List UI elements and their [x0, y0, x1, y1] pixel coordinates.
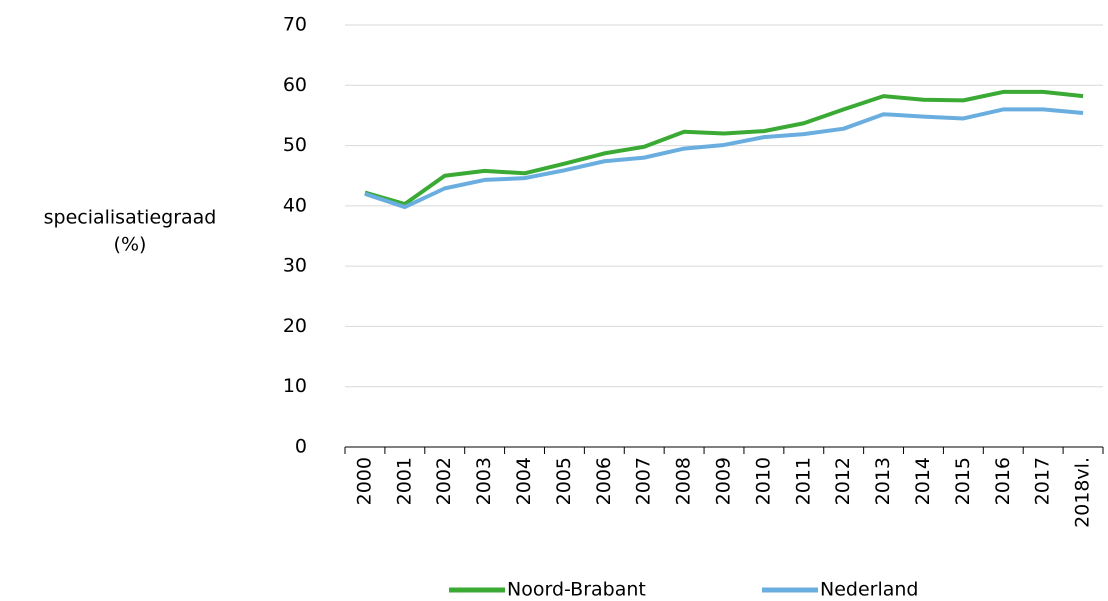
x-tick-label: 2007 — [633, 457, 655, 505]
x-tick-label: 2011 — [792, 457, 814, 505]
y-axis-label: specialisatiegraad — [44, 207, 217, 229]
y-tick-label: 0 — [295, 436, 307, 458]
y-tick-label: 10 — [283, 375, 307, 397]
x-tick-label: 2005 — [553, 457, 575, 505]
x-tick-label: 2008 — [673, 457, 695, 505]
x-tick-label: 2009 — [713, 457, 735, 505]
y-axis-label: (%) — [114, 234, 147, 256]
x-tick-label: 2010 — [752, 457, 774, 505]
y-tick-label: 20 — [283, 315, 307, 337]
x-tick-label: 2015 — [952, 457, 974, 505]
x-tick-label: 2012 — [832, 457, 854, 505]
y-tick-label: 70 — [283, 14, 307, 36]
x-tick-label: 2014 — [912, 457, 934, 505]
y-tick-label: 40 — [283, 194, 307, 216]
y-tick-label: 60 — [283, 74, 307, 96]
x-tick-label: 2001 — [393, 457, 415, 505]
x-tick-label: 2018vl. — [1072, 457, 1094, 528]
x-tick-label: 2003 — [473, 457, 495, 505]
x-tick-label: 2017 — [1032, 457, 1054, 505]
series-line — [364, 107, 1084, 210]
x-tick-label: 2002 — [433, 457, 455, 505]
series-line — [364, 89, 1084, 207]
x-tick-label: 2004 — [513, 457, 535, 505]
x-tick-label: 2000 — [353, 457, 375, 505]
y-tick-label: 30 — [283, 255, 307, 277]
legend-label: Nederland — [820, 579, 919, 601]
y-tick-label: 50 — [283, 134, 307, 156]
x-tick-label: 2016 — [992, 457, 1014, 505]
x-tick-label: 2013 — [872, 457, 894, 505]
x-tick-label: 2006 — [593, 457, 615, 505]
legend-label: Noord-Brabant — [507, 579, 646, 601]
